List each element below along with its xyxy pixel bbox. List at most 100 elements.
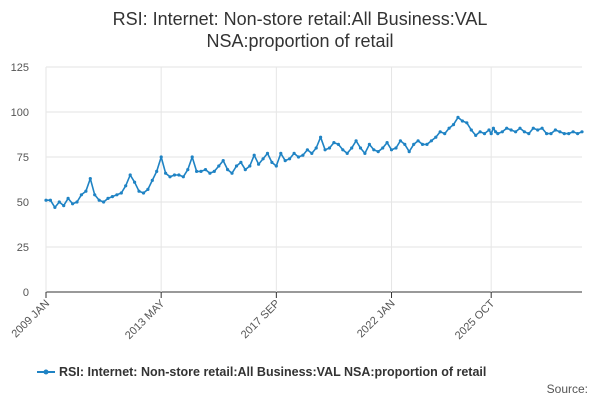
data-point[interactable]	[491, 126, 495, 130]
source-label[interactable]: Source:	[547, 382, 588, 396]
data-point[interactable]	[252, 153, 256, 157]
data-point[interactable]	[350, 146, 354, 150]
data-point[interactable]	[376, 150, 380, 154]
data-point[interactable]	[505, 126, 509, 130]
data-point[interactable]	[110, 195, 114, 199]
data-point[interactable]	[489, 132, 493, 136]
data-point[interactable]	[314, 146, 318, 150]
data-point[interactable]	[509, 128, 513, 132]
data-point[interactable]	[265, 151, 270, 155]
data-point[interactable]	[553, 128, 558, 132]
data-point[interactable]	[451, 123, 456, 127]
data-point[interactable]	[562, 132, 566, 136]
data-point[interactable]	[88, 177, 92, 181]
data-point[interactable]	[571, 130, 575, 134]
data-point[interactable]	[93, 193, 97, 197]
data-point[interactable]	[106, 196, 110, 200]
data-point[interactable]	[443, 132, 447, 136]
data-point[interactable]	[270, 160, 274, 164]
data-point[interactable]	[327, 146, 332, 150]
data-point[interactable]	[62, 204, 66, 208]
data-point[interactable]	[146, 187, 150, 191]
data-point[interactable]	[567, 132, 571, 136]
data-point[interactable]	[274, 164, 278, 168]
data-point[interactable]	[429, 139, 433, 143]
data-point[interactable]	[301, 153, 305, 157]
data-point[interactable]	[239, 160, 243, 164]
data-point[interactable]	[336, 142, 340, 146]
data-point[interactable]	[341, 148, 345, 152]
data-point[interactable]	[465, 121, 469, 125]
data-point[interactable]	[124, 184, 128, 188]
data-point[interactable]	[323, 148, 327, 152]
data-point[interactable]	[438, 130, 442, 134]
data-point[interactable]	[354, 139, 358, 143]
data-point[interactable]	[385, 141, 389, 145]
data-point[interactable]	[500, 130, 504, 134]
data-point[interactable]	[372, 148, 376, 152]
data-point[interactable]	[478, 130, 482, 134]
data-point[interactable]	[381, 146, 385, 150]
data-point[interactable]	[102, 200, 106, 204]
data-point[interactable]	[177, 173, 181, 177]
data-point[interactable]	[155, 169, 159, 173]
data-point[interactable]	[469, 128, 473, 132]
legend[interactable]: RSI: Internet: Non-store retail:All Busi…	[37, 365, 486, 379]
data-point[interactable]	[186, 168, 190, 172]
data-point[interactable]	[195, 169, 199, 173]
data-point[interactable]	[97, 198, 101, 202]
data-point[interactable]	[283, 159, 287, 163]
data-point[interactable]	[137, 189, 141, 193]
data-point[interactable]	[292, 151, 296, 155]
data-point[interactable]	[394, 146, 398, 150]
data-point[interactable]	[425, 142, 429, 146]
data-point[interactable]	[261, 157, 265, 161]
data-point[interactable]	[398, 139, 402, 143]
data-point[interactable]	[71, 202, 75, 206]
data-point[interactable]	[84, 189, 88, 193]
data-point[interactable]	[540, 126, 544, 130]
data-point[interactable]	[536, 128, 540, 132]
data-point[interactable]	[172, 173, 177, 177]
data-point[interactable]	[133, 180, 137, 184]
data-point[interactable]	[358, 146, 363, 150]
data-point[interactable]	[212, 169, 216, 173]
data-point[interactable]	[576, 132, 580, 136]
data-point[interactable]	[217, 164, 221, 168]
data-point[interactable]	[363, 151, 367, 155]
data-point[interactable]	[305, 148, 309, 152]
data-point[interactable]	[345, 151, 349, 155]
data-point[interactable]	[545, 132, 549, 136]
data-point[interactable]	[447, 126, 451, 130]
data-point[interactable]	[474, 133, 478, 137]
data-point[interactable]	[119, 191, 123, 195]
data-point[interactable]	[332, 141, 336, 145]
data-point[interactable]	[522, 130, 527, 134]
data-point[interactable]	[389, 148, 394, 152]
data-point[interactable]	[230, 171, 234, 175]
data-point[interactable]	[128, 173, 132, 177]
data-point[interactable]	[243, 168, 247, 172]
data-point[interactable]	[53, 205, 57, 209]
data-point[interactable]	[279, 151, 283, 155]
data-point[interactable]	[496, 132, 500, 136]
data-point[interactable]	[164, 171, 168, 175]
data-point[interactable]	[416, 139, 420, 143]
data-point[interactable]	[514, 130, 518, 134]
data-point[interactable]	[190, 155, 194, 159]
data-point[interactable]	[234, 164, 239, 168]
data-point[interactable]	[257, 162, 261, 166]
data-point[interactable]	[48, 198, 53, 202]
data-point[interactable]	[549, 132, 553, 136]
data-point[interactable]	[57, 200, 61, 204]
data-point[interactable]	[518, 126, 522, 130]
data-point[interactable]	[434, 135, 438, 139]
data-point[interactable]	[527, 132, 531, 136]
data-point[interactable]	[296, 155, 301, 159]
data-point[interactable]	[531, 126, 535, 130]
data-point[interactable]	[181, 175, 185, 179]
data-point[interactable]	[310, 151, 314, 155]
data-point[interactable]	[494, 130, 498, 134]
data-point[interactable]	[482, 132, 487, 136]
data-point[interactable]	[115, 193, 119, 197]
